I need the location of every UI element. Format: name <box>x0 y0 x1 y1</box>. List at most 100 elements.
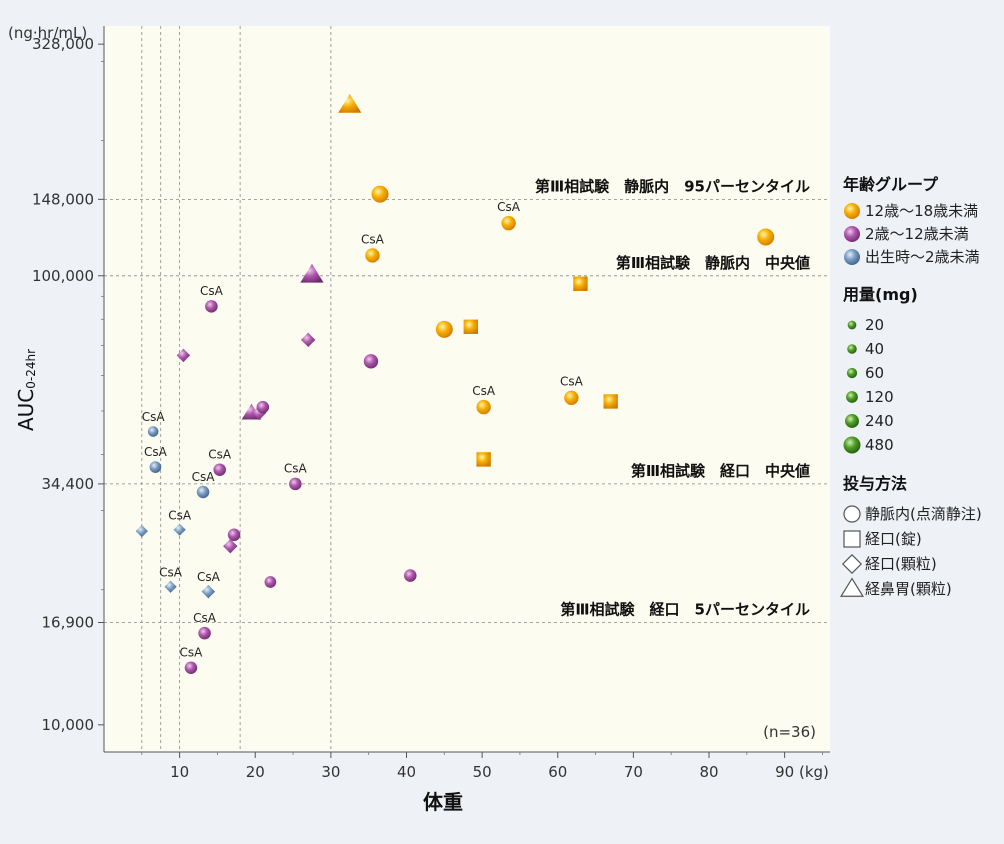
data-point <box>564 390 579 405</box>
data-point <box>404 569 417 582</box>
data-point <box>476 399 491 415</box>
legend-item-label: 経口(錠) <box>865 530 922 548</box>
legend-item-label: 静脈内(点滴静注) <box>865 505 982 523</box>
data-point <box>289 477 302 491</box>
point-label: CsA <box>180 646 204 660</box>
y-tick-label: 34,400 <box>42 475 95 493</box>
data-point <box>196 485 210 499</box>
data-point <box>300 332 316 348</box>
y-tick-label: 100,000 <box>32 267 94 285</box>
point-label: CsA <box>497 200 521 214</box>
legend-item-label: 40 <box>865 340 884 358</box>
legend-shape-swatch <box>843 505 861 523</box>
data-point <box>476 452 491 467</box>
n-annotation: (n=36) <box>763 723 816 741</box>
y-tick-label: 16,900 <box>42 614 95 632</box>
y-tick-label: 328,000 <box>32 35 94 53</box>
data-points: CsA CsA CsA CsA CsA CsA CsA CsA CsA CsA CsA CsA CsA C… <box>135 94 775 675</box>
data-point <box>435 320 453 338</box>
point-label: CsA <box>144 445 168 459</box>
data-point <box>573 276 588 291</box>
legend-color-swatch <box>844 249 860 265</box>
legend-item-label: 2歳〜12歳未満 <box>865 225 969 243</box>
x-unit-label: (kg) <box>799 763 829 781</box>
data-point <box>213 463 226 476</box>
x-tick-label: 60 <box>548 763 567 781</box>
legend-item-label: 出生時〜2歳未満 <box>865 248 980 266</box>
vertical-reference-lines <box>141 26 332 752</box>
x-tick-label: 10 <box>170 763 189 781</box>
point-label: CsA <box>472 384 496 398</box>
reference-line-label: 第Ⅲ相試験 静脈内 中央値 <box>616 254 810 272</box>
data-point <box>176 348 191 363</box>
data-point <box>463 319 478 334</box>
point-label: CsA <box>193 611 217 625</box>
x-tick-labels: 10 20 30 40 50 60 70 80 90 <box>141 752 823 781</box>
plot-area <box>104 26 830 752</box>
legend-item-label: 480 <box>865 436 894 454</box>
x-tick-label: 90 <box>775 763 794 781</box>
x-tick-label: 50 <box>473 763 492 781</box>
data-point <box>264 576 277 588</box>
y-tick-label: 148,000 <box>32 190 94 208</box>
legend-color-swatch <box>844 226 860 242</box>
point-label: CsA <box>208 447 232 461</box>
point-label: CsA <box>168 508 192 522</box>
point-label: CsA <box>361 232 385 246</box>
data-point <box>198 626 211 640</box>
point-label: CsA <box>200 284 224 298</box>
horizontal-reference-lines <box>104 198 830 623</box>
legend-item-label: 240 <box>865 412 894 430</box>
reference-line-label: 第Ⅲ相試験 静脈内 95パーセンタイル <box>535 177 810 195</box>
data-point <box>363 354 379 369</box>
point-label: CsA <box>560 375 584 389</box>
legend-item-label: 60 <box>865 364 884 382</box>
data-point <box>147 426 159 437</box>
point-label: CsA <box>197 570 221 584</box>
data-point <box>757 228 775 246</box>
y-tick-labels: 10,000 16,900 34,400 100,000 148,000 328,000 <box>32 35 104 734</box>
y-axis-title-main: AUC <box>14 389 38 431</box>
legend-item-label: 20 <box>865 316 884 334</box>
point-label: CsA <box>284 462 308 476</box>
svg-text:AUC0-24hr: AUC0-24hr <box>14 349 38 431</box>
data-point <box>365 248 380 263</box>
x-tick-label: 20 <box>246 763 265 781</box>
data-point <box>227 528 241 542</box>
x-tick-label: 80 <box>699 763 718 781</box>
legend-item-label: 12歳〜18歳未満 <box>865 202 978 220</box>
legend-title: 投与方法 <box>843 474 907 493</box>
data-point <box>223 538 238 554</box>
y-axis-title: AUC0-24hr <box>14 349 38 431</box>
y-tick-label: 10,000 <box>42 716 95 734</box>
legend-item-label: 120 <box>865 388 894 406</box>
data-point <box>149 461 162 473</box>
data-point <box>501 215 516 231</box>
point-label: CsA <box>142 410 166 424</box>
legend-shape-swatch <box>841 553 863 575</box>
legend-shape-swatch <box>840 577 864 597</box>
legend-size-swatch <box>843 436 861 454</box>
legend-item-label: 経口(顆粒) <box>865 555 937 573</box>
data-point <box>300 263 324 283</box>
reference-line-label: 第Ⅲ相試験 経口 中央値 <box>631 462 810 480</box>
legend-size-swatch <box>845 414 859 428</box>
x-tick-label: 40 <box>397 763 416 781</box>
data-point <box>256 400 270 414</box>
legend-item-label: 経鼻胃(顆粒) <box>865 580 952 598</box>
legend-size-swatch <box>847 344 857 354</box>
point-label: CsA <box>159 565 183 579</box>
data-point <box>205 300 218 313</box>
legend-color-swatch <box>844 203 860 219</box>
y-unit-label: (ng·hr/mL) <box>8 24 87 42</box>
legend-shape-swatch <box>843 530 861 548</box>
data-point <box>173 523 186 536</box>
data-point <box>135 525 148 538</box>
reference-line-label: 第Ⅲ相試験 経口 5パーセンタイル <box>560 601 810 619</box>
data-point <box>371 185 389 203</box>
x-tick-label: 70 <box>624 763 643 781</box>
legend-title: 用量(mg) <box>843 285 918 304</box>
